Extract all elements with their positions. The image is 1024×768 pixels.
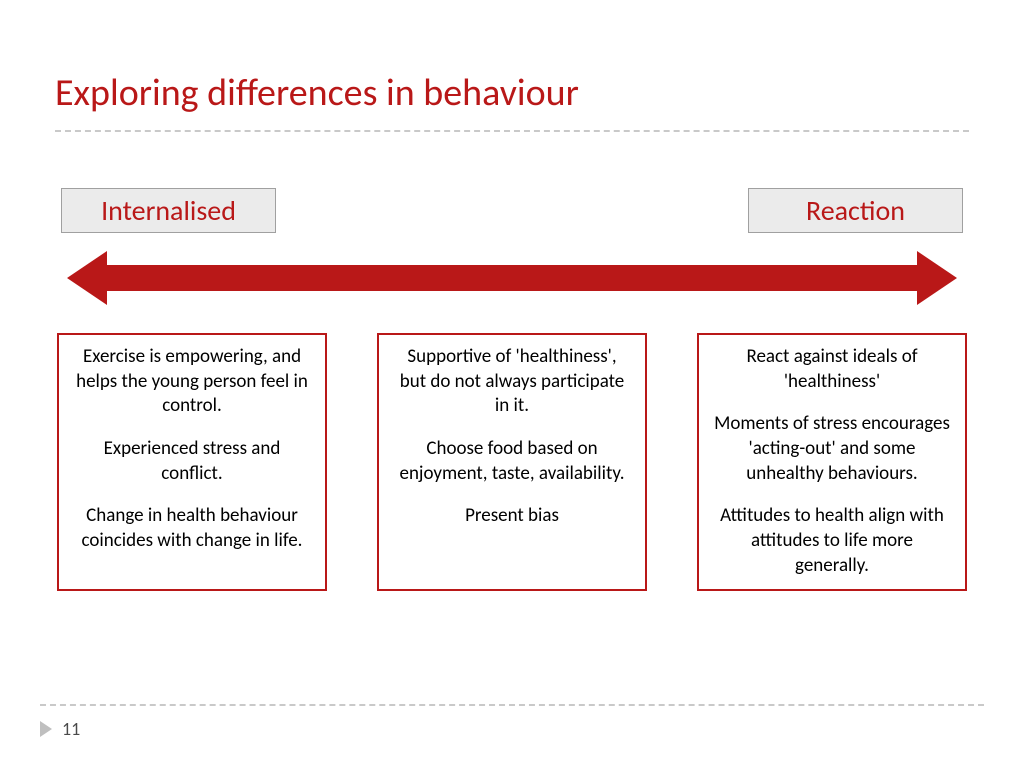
box-text: Choose food based on enjoyment, taste, a… xyxy=(393,437,631,486)
box-text: Moments of stress encourages 'acting-out… xyxy=(713,412,951,486)
label-reaction: Reaction xyxy=(748,188,963,233)
box-text: Attitudes to health align with attitudes… xyxy=(713,504,951,578)
box-text: Present bias xyxy=(393,504,631,529)
box-text: React against ideals of 'healthiness' xyxy=(713,345,951,394)
box-internalised: Exercise is empowering, and helps the yo… xyxy=(57,333,327,591)
box-text: Change in health behaviour coincides wit… xyxy=(73,504,311,553)
spectrum-arrow xyxy=(73,251,951,305)
slide: Exploring differences in behaviour Inter… xyxy=(0,0,1024,768)
content-boxes: Exercise is empowering, and helps the yo… xyxy=(55,333,969,591)
box-middle: Supportive of 'healthiness', but do not … xyxy=(377,333,647,591)
box-text: Experienced stress and conflict. xyxy=(73,437,311,486)
arrow-head-left-icon xyxy=(67,251,107,305)
page-number: 11 xyxy=(62,718,80,740)
page-triangle-icon xyxy=(40,721,52,737)
arrow-bar xyxy=(103,265,921,291)
label-internalised: Internalised xyxy=(61,188,276,233)
footer-divider xyxy=(40,704,984,706)
title-divider xyxy=(55,130,969,132)
page-indicator: 11 xyxy=(40,718,80,740)
slide-title: Exploring differences in behaviour xyxy=(55,70,969,116)
label-row: Internalised Reaction xyxy=(55,188,969,233)
box-text: Exercise is empowering, and helps the yo… xyxy=(73,345,311,419)
box-text: Supportive of 'healthiness', but do not … xyxy=(393,345,631,419)
arrow-head-right-icon xyxy=(917,251,957,305)
box-reaction: React against ideals of 'healthiness' Mo… xyxy=(697,333,967,591)
